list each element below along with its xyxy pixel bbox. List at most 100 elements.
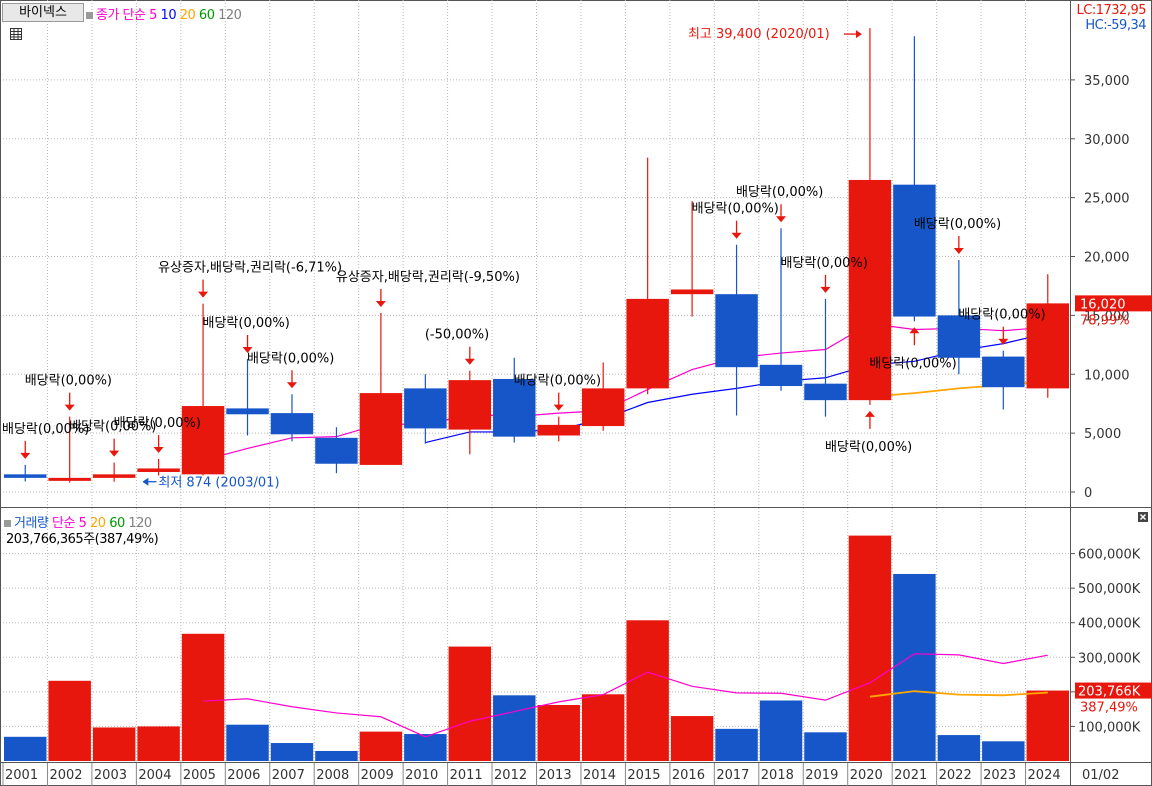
hc-label: HC:-59,34 — [1085, 18, 1146, 33]
volume-y-axis: 100,000K200,000K300,000K400,000K500,000K… — [1070, 548, 1152, 735]
candle-body-2018 — [759, 364, 803, 387]
event-label: 배당락(0,00%) — [869, 356, 956, 371]
event-arrow-head — [375, 301, 386, 308]
volume-bar-2014 — [581, 694, 625, 761]
volume-bar-2007 — [270, 743, 314, 761]
event-label: 배당락(0,00%) — [247, 351, 334, 366]
volume-bar-2006 — [226, 724, 269, 761]
x-tick-label-2002: 2002 — [49, 768, 82, 783]
price-legend-ma20: 20 — [179, 8, 196, 23]
volume-bar-2010 — [404, 734, 447, 761]
volume-tick-label: 300,000K — [1078, 651, 1141, 666]
x-tick-label-2020: 2020 — [850, 768, 883, 783]
x-tick-label-2022: 2022 — [939, 768, 972, 783]
x-tick-label-2013: 2013 — [539, 768, 572, 783]
price-legend-ma5: 5 — [149, 8, 157, 23]
volume-bar-2020 — [848, 535, 892, 761]
volume-ma-lines — [203, 653, 1048, 738]
x-tick-label-2021: 2021 — [894, 768, 927, 783]
legend-marker-icon — [86, 12, 93, 19]
event-arrow-head — [864, 410, 875, 417]
price-tick-label: 15,000 — [1084, 309, 1130, 324]
volume-legend-ma5: 5 — [78, 516, 87, 531]
event-arrow-head — [242, 346, 253, 353]
volume-bar-2004 — [137, 726, 180, 761]
event-arrow-head — [998, 338, 1009, 345]
x-tick-label-2005: 2005 — [183, 768, 216, 783]
price-legend: 종가 단순 5 10 20 60 120 — [86, 4, 242, 23]
volume-ma5-line — [203, 653, 1048, 738]
event-arrow-head — [64, 404, 75, 411]
price-legend-ma10: 10 — [160, 8, 177, 23]
candle-body-2004 — [137, 468, 180, 472]
stock-tab[interactable]: 바이넥스 — [2, 3, 84, 22]
candle-body-2011 — [448, 380, 492, 430]
volume-bar-2022 — [937, 735, 981, 761]
volume-bar-2011 — [448, 646, 492, 761]
candle-body-2022 — [937, 315, 981, 358]
x-tick-label-2015: 2015 — [627, 768, 660, 783]
x-tick-label-2003: 2003 — [94, 768, 127, 783]
event-arrow-head — [20, 452, 31, 459]
event-arrow-head — [776, 216, 787, 223]
volume-legend-ma20: 20 — [90, 516, 106, 531]
event-label: 배당락(0,00%) — [514, 374, 601, 389]
volume-bar-2003 — [92, 727, 136, 761]
candle-body-2017 — [715, 294, 758, 368]
event-label: 배당락(0,00%) — [25, 374, 112, 389]
low-price-arrow-head — [142, 477, 149, 486]
event-label: (-50,00%) — [425, 328, 489, 343]
x-tick-label-2009: 2009 — [361, 768, 394, 783]
event-label: 유상증자,배당락,권리락(-6,71%) — [158, 261, 342, 276]
x-tick-label-2024: 2024 — [1028, 768, 1061, 783]
price-grid — [3, 0, 1070, 506]
candle-body-2023 — [982, 356, 1025, 388]
candle-body-2008 — [315, 437, 358, 464]
event-label: 배당락(0,00%) — [114, 416, 201, 431]
candle-body-2010 — [404, 388, 447, 429]
x-corner-label: 01/02 — [1082, 768, 1119, 783]
volume-bar-2017 — [715, 728, 758, 761]
candle-body-2009 — [359, 393, 403, 465]
last-volume-change: 387,49% — [1080, 701, 1138, 716]
candle-body-2012 — [493, 378, 536, 437]
lc-label: LC:1732,95 — [1076, 3, 1147, 18]
candle-body-2002 — [48, 477, 91, 481]
price-tick-label: 0 — [1084, 486, 1092, 501]
event-markers: 배당락(0,00%) 배당락(0,00%) 배당락(0,00%) 배당락(0,00%)… — [2, 27, 1046, 491]
volume-bar-2015 — [626, 620, 669, 761]
volume-bar-2021 — [893, 573, 936, 761]
table-grid-icon[interactable] — [10, 28, 22, 40]
event-label: 배당락(0,00%) — [825, 440, 912, 455]
close-icon[interactable] — [1138, 512, 1148, 522]
candle-body-2014 — [581, 388, 625, 427]
volume-bar-2018 — [759, 700, 803, 761]
volume-bar-2012 — [493, 695, 536, 761]
volume-grid — [3, 508, 1070, 762]
x-tick-label-2014: 2014 — [583, 768, 616, 783]
x-tick-label-2023: 2023 — [983, 768, 1016, 783]
volume-bar-2009 — [359, 731, 403, 761]
candle-body-2007 — [270, 413, 314, 435]
x-tick-label-2017: 2017 — [716, 768, 749, 783]
event-arrow-head — [153, 447, 164, 454]
x-tick-label-2011: 2011 — [450, 768, 483, 783]
event-label: 배당락(0,00%) — [780, 256, 867, 271]
candle-body-2005 — [181, 406, 225, 475]
candle-body-2019 — [804, 383, 847, 401]
volume-ma20-line — [869, 690, 1048, 698]
volume-bar-2024 — [1026, 690, 1069, 761]
price-ma5-line — [202, 322, 1048, 461]
event-label: 유상증자,배당락,권리락(-9,50%) — [336, 270, 520, 285]
volume-tick-label: 600,000K — [1078, 548, 1141, 563]
x-axis: 2001 2002 2003 2004 2005 2006 2007 2008 2009 2010… — [2, 763, 1119, 786]
candle-body-2013 — [537, 424, 580, 436]
price-y-axis: 0 5,000 10,000 15,000 20,000 25,000 30,000 35,0… — [1070, 74, 1152, 501]
candle-body-2016 — [670, 289, 714, 295]
x-tick-label-2001: 2001 — [5, 768, 38, 783]
event-arrow-head — [286, 382, 297, 389]
price-tick-label: 35,000 — [1084, 74, 1130, 89]
